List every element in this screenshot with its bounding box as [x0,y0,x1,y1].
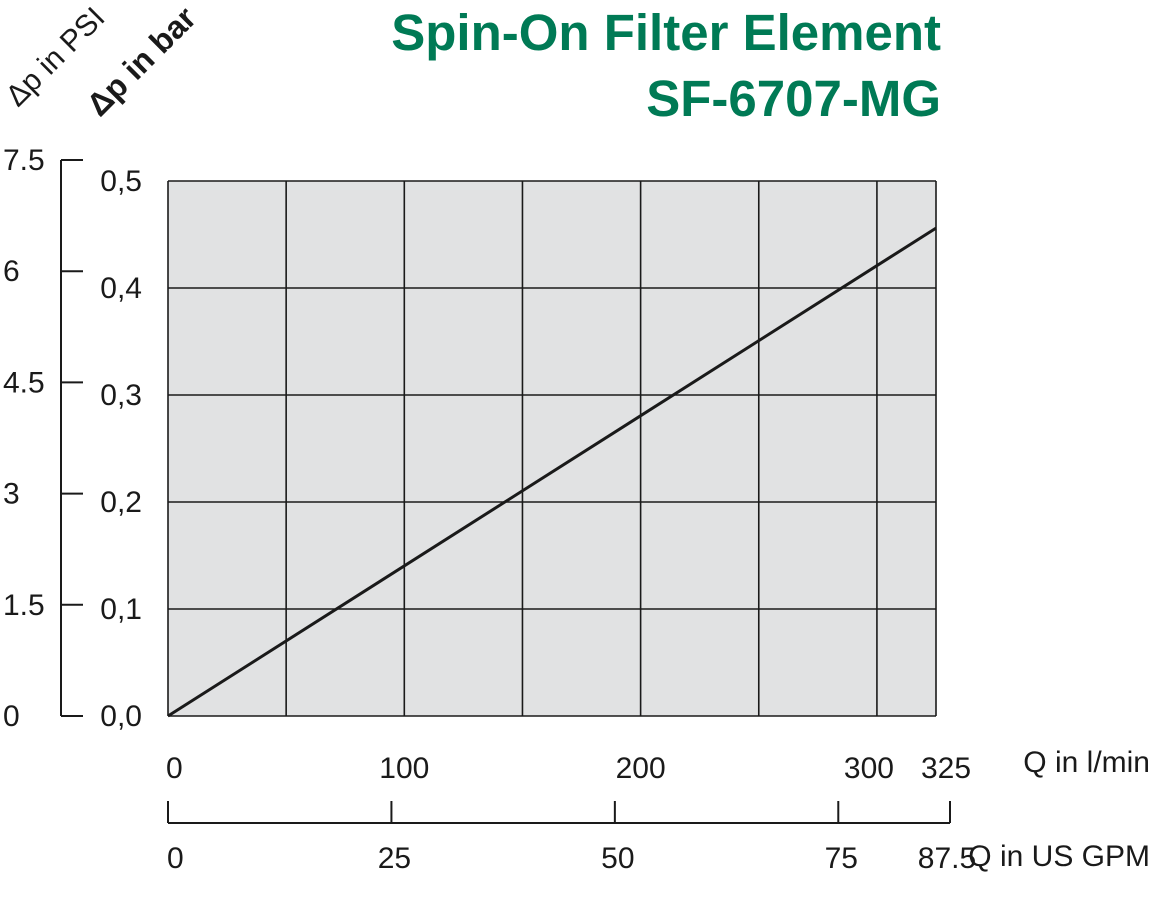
y-tick-label-psi: 4.5 [3,366,45,399]
y-tick-label-bar: 0,4 [100,272,142,305]
y-axis-bar-ticks: 0,0 0,1 0,2 0,3 0,4 0,5 [100,165,142,733]
y-tick-label-bar: 0,3 [100,379,142,412]
x-tick-label-gpm: 0 [167,842,184,875]
y-tick-label-psi: 3 [3,478,20,511]
grid-lines [167,180,937,717]
chart-title: Spin-On Filter Element [391,4,941,61]
y-axis-psi: 0 1.5 3 4.5 6 7.5 [3,144,83,733]
plot-area [168,181,936,716]
x-tick-label-gpm: 50 [601,842,634,875]
x-tick-label-gpm: 25 [378,842,411,875]
y-tick-label-psi: 0 [3,700,20,733]
x-tick-label-lmin: 100 [379,752,429,785]
chart-subtitle: SF-6707-MG [646,70,941,127]
y-tick-label-psi: 6 [3,255,20,288]
series-group [167,226,937,718]
x-tick-label-gpm: 87.5 [918,842,976,875]
x-tick-label-lmin: 0 [166,752,183,785]
y-tick-label-bar: 0,1 [100,593,142,626]
y-tick-label-bar: 0,2 [100,486,142,519]
x-tick-label-lmin: 325 [921,752,971,785]
x-tick-label-lmin: 200 [616,752,666,785]
y-tick-label-bar: 0,0 [100,700,142,733]
x-axis-label-lmin: Q in l/min [1023,746,1150,779]
series-line [167,226,937,718]
x-axis-lmin-ticks: 0 100 200 300 325 [166,752,971,785]
y-tick-label-bar: 0,5 [100,165,142,198]
x-axis-label-gpm: Q in US GPM [968,840,1150,873]
x-axis-gpm: 0 25 50 75 87.5 [167,801,976,875]
y-tick-label-psi: 1.5 [3,589,45,622]
x-tick-label-gpm: 75 [825,842,858,875]
y-tick-label-psi: 7.5 [3,144,45,177]
x-tick-label-lmin: 300 [844,752,894,785]
